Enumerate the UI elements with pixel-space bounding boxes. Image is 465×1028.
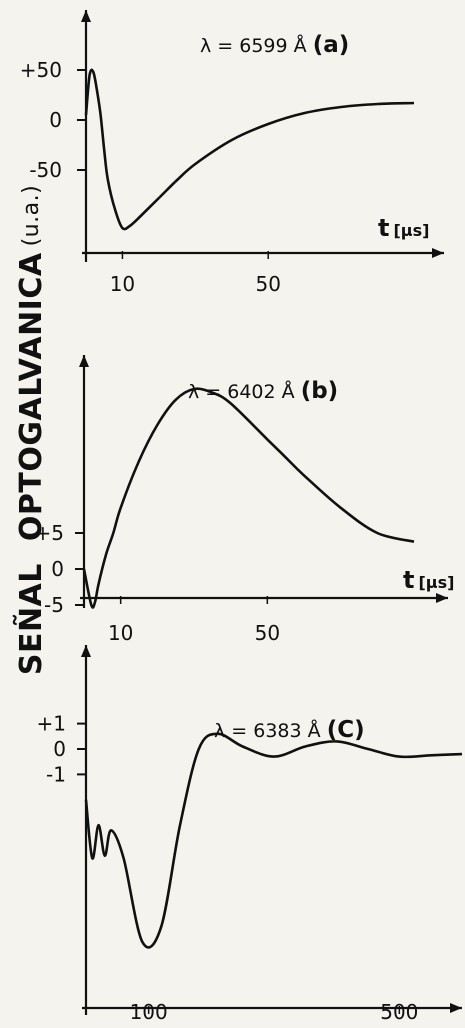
y-tick-label: +50 xyxy=(20,58,62,82)
y-axis-arrow xyxy=(81,10,91,22)
y-axis-arrow xyxy=(81,645,91,657)
signal-curve xyxy=(82,387,415,609)
panel-tag: (b) xyxy=(301,378,339,404)
y-tick-label: -5 xyxy=(44,593,64,617)
panel-tag: (C) xyxy=(327,717,365,743)
x-tick-label: 50 xyxy=(255,272,280,296)
y-axis-arrow xyxy=(79,355,89,367)
panel-title: λ = 6383 Å (C) xyxy=(214,717,365,743)
x-tick-label: 10 xyxy=(110,272,135,296)
x-tick-label: 10 xyxy=(108,621,133,645)
x-axis-unit: [µs] xyxy=(418,573,454,592)
x-axis-unit: [µs] xyxy=(393,221,429,240)
y-tick-label: 0 xyxy=(49,108,62,132)
signal-curve xyxy=(84,68,415,231)
panel-tag: (a) xyxy=(313,32,350,58)
y-tick-label: -50 xyxy=(29,158,62,182)
y-tick-label: +5 xyxy=(35,521,64,545)
chart-panel-1: +50 0 -50 10 50 λ = 6599 Å (a) t [µs] xyxy=(20,10,444,296)
chart-panel-2: +5 0 -5 10 50 λ = 6402 Å (b) t [µs] xyxy=(35,355,454,645)
chart-panel-3: +10-1 100 500 λ = 6383 Å (C) xyxy=(37,645,463,1024)
x-axis-arrow xyxy=(436,593,448,603)
y-tick-label: -1 xyxy=(46,762,66,786)
panel-title: λ = 6402 Å (b) xyxy=(188,378,338,404)
y-tick-label: +1 xyxy=(37,712,66,736)
x-tick-label: 100 xyxy=(130,1000,168,1024)
x-tick-label: 500 xyxy=(380,1000,418,1024)
x-axis-arrow xyxy=(450,1003,462,1013)
x-axis-title: t [µs] xyxy=(378,214,429,242)
panel-title: λ = 6599 Å (a) xyxy=(200,32,349,58)
y-tick-label: 0 xyxy=(51,557,64,581)
x-axis-arrow xyxy=(432,248,444,258)
x-axis-title: t [µs] xyxy=(403,566,454,594)
x-tick-label: 50 xyxy=(255,621,280,645)
signal-curve xyxy=(84,732,463,949)
y-tick-label: 0 xyxy=(53,737,66,761)
